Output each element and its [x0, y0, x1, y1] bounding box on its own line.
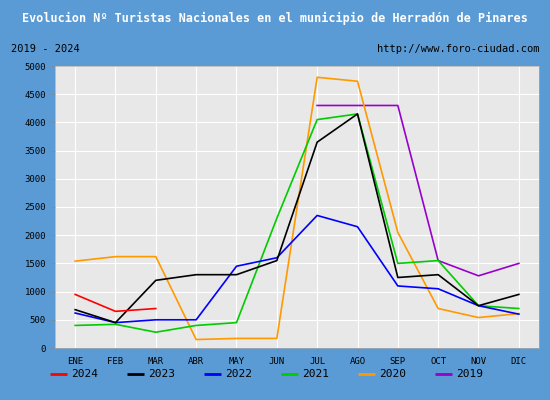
Text: 2023: 2023	[148, 369, 175, 379]
Text: 2024: 2024	[71, 369, 98, 379]
Text: http://www.foro-ciudad.com: http://www.foro-ciudad.com	[377, 44, 539, 54]
Text: 2022: 2022	[225, 369, 252, 379]
Text: 2019: 2019	[456, 369, 483, 379]
Text: 2019 - 2024: 2019 - 2024	[11, 44, 80, 54]
Text: Evolucion Nº Turistas Nacionales en el municipio de Herradón de Pinares: Evolucion Nº Turistas Nacionales en el m…	[22, 12, 528, 24]
Text: 2021: 2021	[302, 369, 329, 379]
Text: 2020: 2020	[379, 369, 406, 379]
